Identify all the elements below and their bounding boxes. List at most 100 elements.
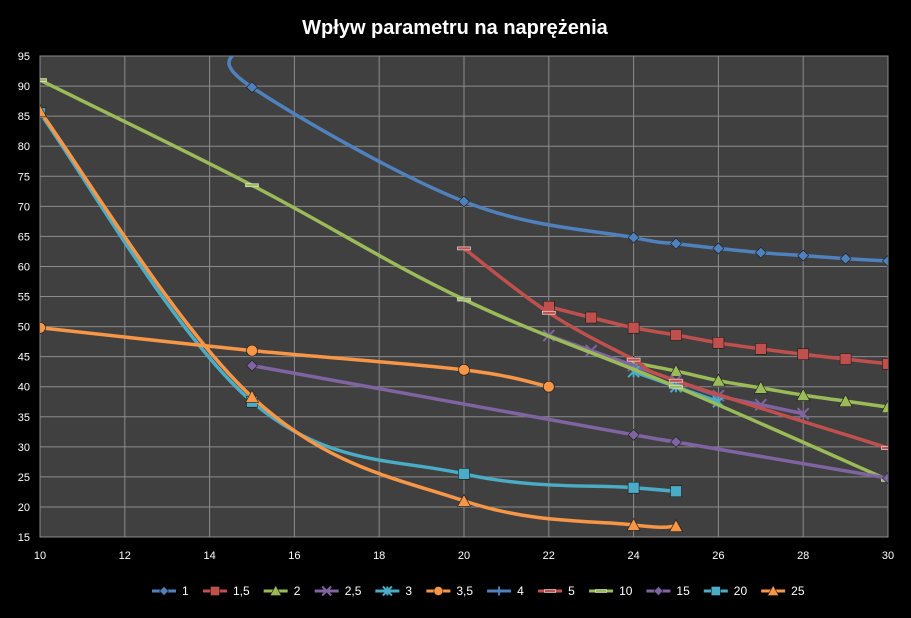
y-tick-label: 50 bbox=[18, 322, 30, 334]
data-point-dash bbox=[881, 446, 888, 450]
y-tick-label: 45 bbox=[18, 352, 30, 364]
data-point-dash bbox=[40, 78, 47, 82]
series-15 bbox=[246, 359, 888, 485]
x-tick-label: 18 bbox=[373, 550, 385, 562]
data-point-diamond bbox=[246, 81, 258, 94]
data-point-square bbox=[585, 311, 598, 324]
y-tick-label: 95 bbox=[18, 51, 30, 63]
data-point-circle bbox=[40, 321, 46, 334]
y-tick-label: 90 bbox=[18, 81, 30, 93]
data-point-diamond bbox=[670, 237, 682, 250]
x-tick-label: 24 bbox=[627, 550, 639, 562]
data-point-dash bbox=[457, 297, 471, 302]
data-point-triangle bbox=[796, 387, 811, 401]
data-point-dash bbox=[245, 183, 259, 188]
data-point-square bbox=[710, 586, 721, 596]
legend: 1 1,5 2 2,5 3 3,5 4 5 10 15 20 25 bbox=[152, 584, 805, 598]
legend-label: 3,5 bbox=[456, 584, 473, 598]
data-point-diamond bbox=[159, 586, 169, 596]
series-line bbox=[40, 326, 551, 389]
data-point-diamond bbox=[882, 472, 888, 485]
data-point-square bbox=[670, 485, 682, 498]
legend-item: 5 bbox=[538, 584, 575, 598]
data-point-triangle bbox=[668, 519, 684, 532]
data-point-dash bbox=[595, 589, 607, 593]
data-point-triangle bbox=[456, 493, 472, 507]
legend-label: 2 bbox=[294, 584, 301, 598]
legend-item: 15 bbox=[646, 584, 690, 598]
data-point-dash bbox=[541, 310, 556, 315]
x-tick-label: 14 bbox=[203, 550, 215, 562]
legend-label: 25 bbox=[791, 584, 805, 598]
x-tick-label: 10 bbox=[34, 550, 46, 562]
y-tick-label: 40 bbox=[18, 382, 30, 394]
series-25 bbox=[40, 104, 684, 532]
data-point-diamond bbox=[839, 252, 852, 265]
data-point-triangle bbox=[668, 363, 684, 377]
data-point-triangle bbox=[626, 517, 641, 531]
data-point-diamond bbox=[797, 249, 810, 262]
legend-item: 2,5 bbox=[314, 584, 362, 598]
data-point-square bbox=[210, 586, 220, 596]
data-point-circle bbox=[433, 586, 444, 596]
data-point-circle bbox=[458, 364, 470, 376]
data-point-square bbox=[754, 343, 767, 355]
x-tick-label: 22 bbox=[543, 550, 555, 562]
legend-label: 15 bbox=[676, 584, 690, 598]
data-point-dash bbox=[669, 384, 683, 389]
data-point-diamond bbox=[670, 436, 682, 448]
y-tick-label: 15 bbox=[18, 532, 30, 544]
x-tick-label: 28 bbox=[797, 550, 809, 562]
legend-label: 10 bbox=[619, 584, 633, 598]
data-point-square bbox=[458, 468, 470, 480]
x-tick-label: 16 bbox=[288, 550, 300, 562]
plot-area: 15 20 25 30 35 40 45 50 55 60 65 70 75 80 85 90 95 10 12 14… bbox=[18, 51, 894, 562]
data-point-square bbox=[627, 321, 640, 334]
y-tick-label: 85 bbox=[18, 111, 30, 123]
data-point-square bbox=[627, 481, 640, 494]
legend-item: 1 bbox=[152, 584, 189, 598]
legend-label: 20 bbox=[734, 584, 748, 598]
data-point-star bbox=[382, 585, 393, 597]
x-tick-label: 12 bbox=[119, 550, 131, 562]
legend-item: 4 bbox=[487, 584, 524, 598]
legend-label: 3 bbox=[405, 584, 412, 598]
series-1-5 bbox=[542, 300, 888, 370]
data-point-triangle bbox=[40, 104, 48, 118]
data-point-triangle bbox=[711, 373, 726, 387]
legend-item: 3,5 bbox=[426, 584, 473, 598]
series-line bbox=[462, 246, 888, 450]
chart-title: Wpływ parametru na naprężenia bbox=[302, 17, 609, 39]
legend-label: 2,5 bbox=[345, 584, 362, 598]
data-point-square bbox=[797, 348, 810, 361]
y-tick-label: 60 bbox=[18, 261, 30, 273]
y-tick-label: 55 bbox=[18, 292, 30, 304]
data-point-square bbox=[712, 336, 725, 349]
y-tick-label: 30 bbox=[18, 442, 30, 454]
data-point-square bbox=[839, 353, 852, 365]
series-2 bbox=[626, 355, 888, 413]
data-point-circle bbox=[246, 344, 258, 357]
legend-label: 1 bbox=[182, 584, 189, 598]
data-point-diamond bbox=[712, 242, 725, 255]
legend-label: 1,5 bbox=[233, 584, 250, 598]
data-point-diamond bbox=[754, 246, 767, 259]
series-1 bbox=[227, 56, 888, 267]
data-point-triangle bbox=[269, 584, 282, 596]
data-point-x bbox=[321, 585, 332, 597]
y-tick-label: 25 bbox=[18, 472, 30, 484]
plot-border bbox=[39, 55, 889, 538]
data-point-diamond bbox=[653, 586, 664, 596]
data-point-square bbox=[670, 329, 682, 341]
data-point-diamond bbox=[246, 359, 258, 372]
y-tick-label: 20 bbox=[18, 502, 30, 514]
series-5 bbox=[457, 246, 888, 450]
legend-item: 3 bbox=[375, 584, 412, 598]
data-point-diamond bbox=[882, 255, 888, 267]
legend-item: 1,5 bbox=[203, 584, 250, 598]
y-tick-label: 70 bbox=[18, 201, 30, 213]
data-point-square bbox=[882, 358, 888, 370]
series-line bbox=[250, 363, 888, 480]
y-tick-label: 75 bbox=[18, 171, 30, 183]
